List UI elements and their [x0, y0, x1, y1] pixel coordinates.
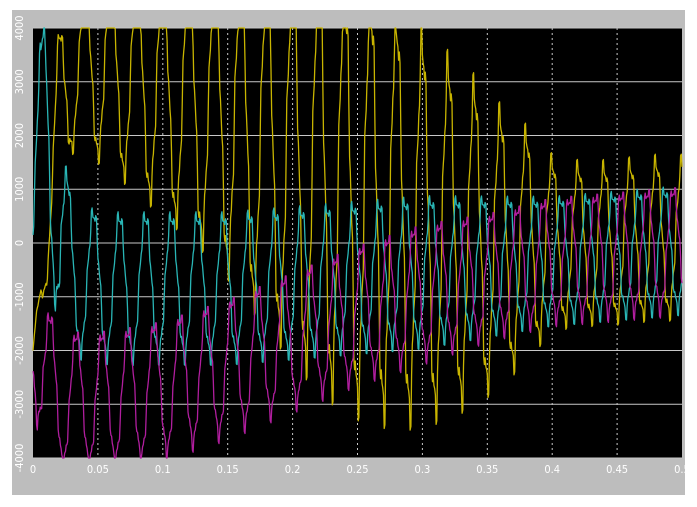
x-axis-ticks: 0 0.05 0.1 0.15 0.2 0.25 0.3 0.35 0.4 0.45 0.5: [30, 463, 690, 476]
series-line-2: [32, 187, 683, 459]
x-tick-label: 0.1: [155, 463, 171, 476]
series-group: [32, 27, 683, 459]
x-tick-label: 0.05: [87, 463, 109, 476]
x-tick-label: 0.45: [606, 463, 628, 476]
x-tick-label: 0.3: [415, 463, 431, 476]
y-tick-label: -3000: [13, 390, 26, 419]
y-tick-label: 3000: [13, 69, 26, 94]
y-tick-label: -2000: [13, 336, 26, 365]
series-line-0: [32, 27, 683, 431]
y-tick-label: 2000: [13, 123, 26, 148]
series-line-1: [32, 27, 683, 366]
x-tick-label: 0: [30, 463, 36, 476]
y-tick-label: -1000: [13, 282, 26, 311]
y-tick-label: -4000: [13, 444, 26, 473]
x-tick-label: 0.5: [674, 463, 690, 476]
y-tick-label: 0: [13, 240, 26, 246]
x-tick-label: 0.2: [285, 463, 301, 476]
y-tick-label: 1000: [13, 177, 26, 202]
x-tick-label: 0.25: [346, 463, 368, 476]
x-tick-label: 0.35: [476, 463, 498, 476]
y-axis-ticks: -4000 -3000 -2000 -1000 0 1000 2000 3000 4000: [13, 15, 26, 472]
y-tick-label: 4000: [13, 15, 26, 40]
x-tick-label: 0.15: [217, 463, 239, 476]
x-tick-label: 0.4: [544, 463, 560, 476]
